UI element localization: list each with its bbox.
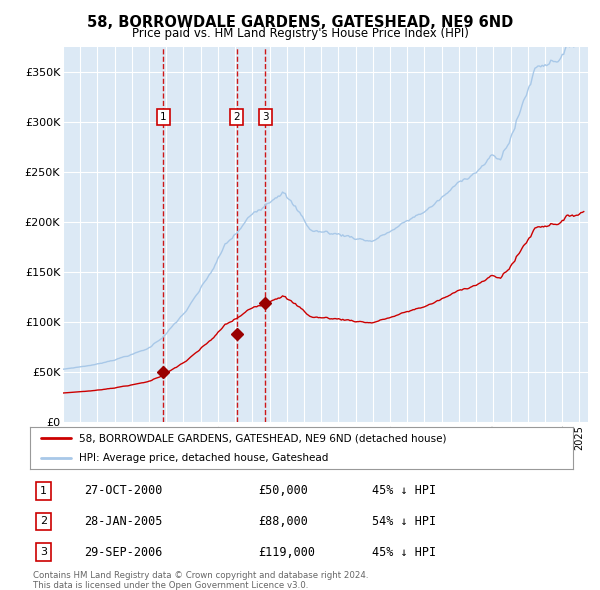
Text: 45% ↓ HPI: 45% ↓ HPI [372, 546, 436, 559]
Text: 54% ↓ HPI: 54% ↓ HPI [372, 515, 436, 528]
Text: 58, BORROWDALE GARDENS, GATESHEAD, NE9 6ND: 58, BORROWDALE GARDENS, GATESHEAD, NE9 6… [87, 15, 513, 30]
Text: £50,000: £50,000 [258, 484, 308, 497]
Text: 1: 1 [40, 486, 47, 496]
Text: 1: 1 [160, 112, 167, 122]
Text: 2: 2 [40, 516, 47, 526]
Text: Contains HM Land Registry data © Crown copyright and database right 2024.
This d: Contains HM Land Registry data © Crown c… [33, 571, 368, 590]
Text: 58, BORROWDALE GARDENS, GATESHEAD, NE9 6ND (detached house): 58, BORROWDALE GARDENS, GATESHEAD, NE9 6… [79, 434, 446, 444]
Text: 3: 3 [40, 547, 47, 557]
Text: 29-SEP-2006: 29-SEP-2006 [85, 546, 163, 559]
Text: 28-JAN-2005: 28-JAN-2005 [85, 515, 163, 528]
Text: HPI: Average price, detached house, Gateshead: HPI: Average price, detached house, Gate… [79, 454, 328, 463]
Text: 27-OCT-2000: 27-OCT-2000 [85, 484, 163, 497]
Text: 2: 2 [233, 112, 240, 122]
Text: £88,000: £88,000 [258, 515, 308, 528]
Text: 45% ↓ HPI: 45% ↓ HPI [372, 484, 436, 497]
Text: £119,000: £119,000 [258, 546, 315, 559]
Text: Price paid vs. HM Land Registry's House Price Index (HPI): Price paid vs. HM Land Registry's House … [131, 27, 469, 40]
Text: 3: 3 [262, 112, 269, 122]
